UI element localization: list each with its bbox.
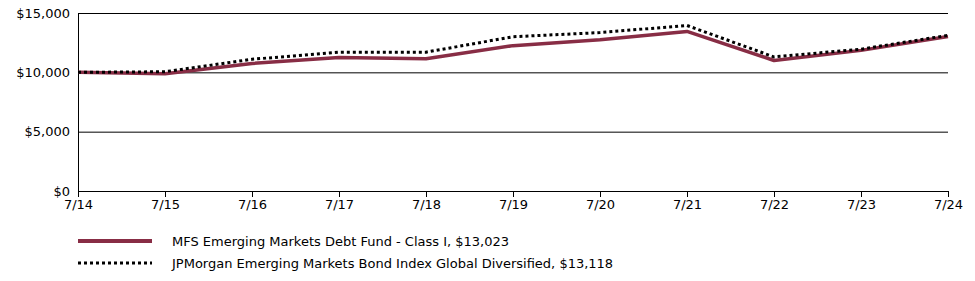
x-tick: 7/18: [412, 191, 441, 212]
x-tick-label: 7/14: [64, 197, 93, 212]
y-tick-label: $15,000: [16, 6, 70, 21]
legend: MFS Emerging Markets Debt Fund - Class I…: [78, 234, 613, 271]
x-tick: 7/22: [760, 191, 789, 212]
y-tick-label: $5,000: [25, 124, 71, 139]
x-tick-label: 7/23: [847, 197, 876, 212]
x-tick: 7/24: [934, 191, 963, 212]
x-tick: 7/20: [586, 191, 615, 212]
x-tick-label: 7/17: [325, 197, 354, 212]
series-line: [78, 25, 948, 72]
x-tick-mark: [687, 191, 688, 197]
legend-swatch: [78, 262, 152, 265]
y-axis-line: [78, 14, 79, 192]
x-tick-mark: [861, 191, 862, 197]
legend-swatch: [78, 239, 152, 243]
x-tick: 7/17: [325, 191, 354, 212]
x-tick-mark: [948, 191, 949, 197]
grid-line: [78, 13, 948, 14]
x-tick: 7/15: [151, 191, 180, 212]
grid-line: [78, 132, 948, 133]
y-axis: $0$5,000$10,000$15,000: [16, 6, 948, 199]
x-tick-label: 7/19: [499, 197, 528, 212]
x-tick-mark: [339, 191, 340, 197]
legend-label: JPMorgan Emerging Markets Bond Index Glo…: [171, 256, 613, 271]
x-tick-label: 7/20: [586, 197, 615, 212]
x-tick: 7/16: [238, 191, 267, 212]
x-tick-mark: [165, 191, 166, 197]
x-axis: 7/14 7/15 7/16 7/17 7/18 7/19 7/20 7/21 7/22 7/23…: [64, 191, 963, 212]
x-tick: 7/19: [499, 191, 528, 212]
legend-label: MFS Emerging Markets Debt Fund - Class I…: [172, 234, 509, 249]
series-line: [78, 31, 948, 73]
plot-area: [78, 25, 948, 73]
x-tick: 7/14: [64, 191, 93, 212]
x-tick-label: 7/24: [934, 197, 963, 212]
x-tick-mark: [774, 191, 775, 197]
chart: $0$5,000$10,000$15,0007/147/157/167/177/…: [0, 0, 975, 281]
x-tick-label: 7/15: [151, 197, 180, 212]
x-tick-label: 7/21: [673, 197, 702, 212]
x-tick: 7/23: [847, 191, 876, 212]
x-tick-mark: [78, 191, 79, 197]
x-tick-label: 7/18: [412, 197, 441, 212]
x-tick-mark: [426, 191, 427, 197]
x-tick-mark: [252, 191, 253, 197]
x-tick: 7/21: [673, 191, 702, 212]
y-tick-label: $10,000: [16, 65, 70, 80]
x-tick-label: 7/22: [760, 197, 789, 212]
grid-line: [78, 72, 948, 73]
y-tick: $15,000: [16, 6, 948, 21]
y-tick: $5,000: [25, 124, 949, 139]
x-tick-label: 7/16: [238, 197, 267, 212]
x-tick-mark: [513, 191, 514, 197]
x-tick-mark: [600, 191, 601, 197]
